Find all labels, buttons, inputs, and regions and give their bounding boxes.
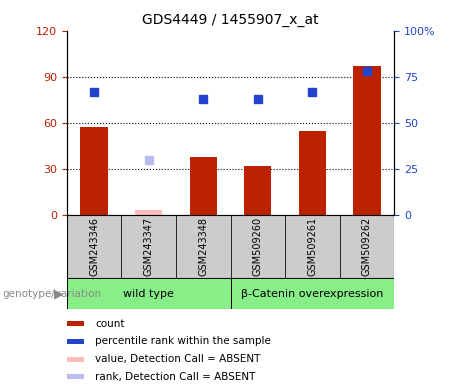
Text: count: count	[95, 319, 124, 329]
Text: GDS4449 / 1455907_x_at: GDS4449 / 1455907_x_at	[142, 13, 319, 27]
Text: ▶: ▶	[54, 287, 64, 300]
Bar	[81, 127, 108, 215]
Bar	[176, 215, 230, 278]
Bar	[285, 215, 340, 278]
Bar	[230, 278, 394, 309]
Bar	[67, 215, 121, 278]
Bar	[67, 278, 230, 309]
Bar	[244, 166, 272, 215]
Text: value, Detection Call = ABSENT: value, Detection Call = ABSENT	[95, 354, 260, 364]
Bar	[67, 357, 84, 362]
Bar	[299, 131, 326, 215]
Bar	[353, 66, 380, 215]
Bar	[121, 215, 176, 278]
Text: GSM509262: GSM509262	[362, 217, 372, 276]
Bar	[189, 157, 217, 215]
Bar	[135, 210, 162, 215]
Bar	[67, 339, 84, 344]
Text: percentile rank within the sample: percentile rank within the sample	[95, 336, 271, 346]
Text: GSM509261: GSM509261	[307, 217, 317, 276]
Text: genotype/variation: genotype/variation	[2, 289, 101, 299]
Bar	[340, 215, 394, 278]
Text: GSM509260: GSM509260	[253, 217, 263, 276]
Bar	[230, 215, 285, 278]
Text: GSM243346: GSM243346	[89, 217, 99, 276]
Text: GSM243347: GSM243347	[144, 217, 154, 276]
Bar	[67, 374, 84, 379]
Text: wild type: wild type	[123, 289, 174, 299]
Bar	[67, 321, 84, 326]
Text: β-Catenin overexpression: β-Catenin overexpression	[241, 289, 384, 299]
Text: rank, Detection Call = ABSENT: rank, Detection Call = ABSENT	[95, 372, 255, 382]
Text: GSM243348: GSM243348	[198, 217, 208, 276]
